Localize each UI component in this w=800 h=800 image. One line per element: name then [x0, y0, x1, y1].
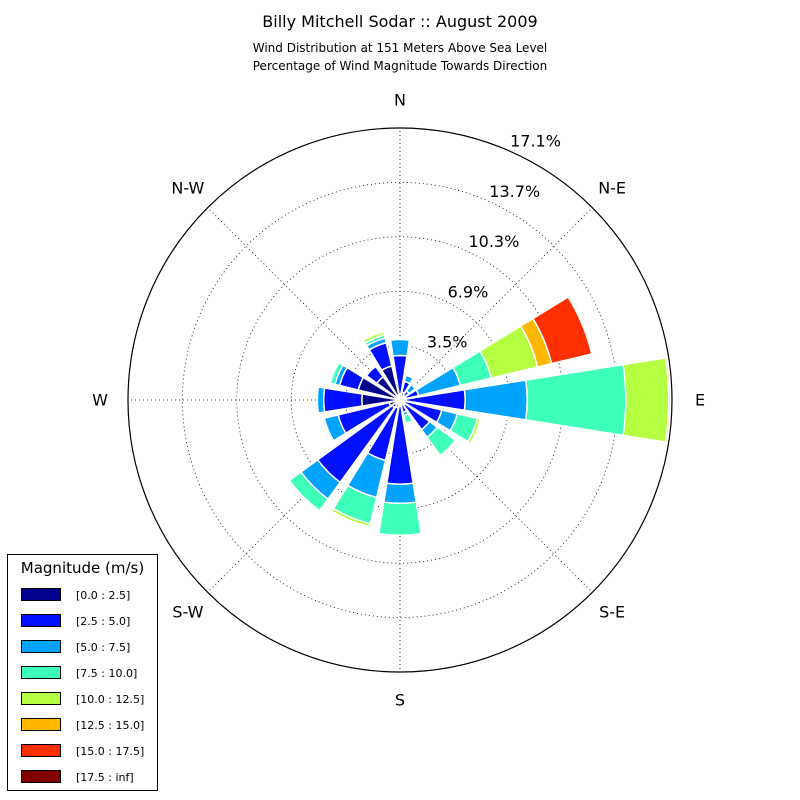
wind-bar-segment: [463, 379, 528, 421]
wind-bar-segment: [316, 386, 326, 414]
wind-bar-segment: [664, 356, 672, 444]
wind-bars: [288, 295, 672, 536]
legend-entry-2: [5.0 : 7.5]: [8, 640, 157, 656]
legend-label: [7.5 : 10.0]: [76, 667, 138, 680]
wind-bar-segment: [365, 365, 385, 385]
legend-entry-6: [15.0 : 17.5]: [8, 744, 157, 760]
wind-bar-segment: [382, 482, 418, 505]
legend-swatch: [21, 718, 61, 731]
radial-tick-label: 10.3%: [468, 232, 519, 251]
legend-swatch: [21, 770, 61, 783]
wind-bar-segment: [330, 507, 372, 528]
legend-swatch: [21, 692, 61, 705]
radial-tick-label: 3.5%: [427, 333, 468, 352]
wind-bar-segment: [377, 501, 423, 536]
legend-entry-3: [7.5 : 10.0]: [8, 666, 157, 682]
legend-swatch: [21, 588, 61, 601]
legend-label: [12.5 : 15.0]: [76, 719, 145, 732]
direction-label: E: [695, 391, 705, 410]
direction-label: S: [395, 691, 405, 710]
wind-bar-segment: [329, 361, 345, 386]
chart-subtitle-line-1: Wind Distribution at 151 Meters Above Se…: [252, 41, 548, 55]
outer-ring: [127, 127, 673, 673]
grid-spoke: [399, 399, 593, 593]
wind-bar-segment: [404, 419, 415, 426]
legend-label: [17.5 : inf]: [76, 771, 134, 784]
legend-entry-4: [10.0 : 12.5]: [8, 692, 157, 708]
direction-label: N-E: [598, 178, 626, 197]
legend-swatch: [21, 614, 61, 627]
legend-label: [5.0 : 7.5]: [76, 641, 131, 654]
legend-entry-7: [17.5 : inf]: [8, 770, 157, 786]
legend-swatch: [21, 744, 61, 757]
legend-swatch: [21, 666, 61, 679]
direction-label: N: [394, 91, 406, 110]
wind-bar-segment: [622, 357, 670, 443]
wind-bar-segment: [524, 363, 627, 437]
legend: Magnitude (m/s) [0.0 : 2.5] [2.5 : 5.0] …: [7, 554, 158, 791]
wind-bar-segment: [410, 382, 418, 390]
direction-label: S-W: [172, 603, 203, 622]
wind-bar-segment: [440, 440, 459, 459]
polar-labels: N N-E E S-E S S-W W N-W 3.5% 6.9% 10.3% 13.7% 17.1%: [92, 91, 705, 710]
legend-label: [10.0 : 12.5]: [76, 693, 145, 706]
wind-bar-segment: [389, 338, 411, 357]
legend-entry-0: [0.0 : 2.5]: [8, 588, 157, 604]
grid-spoke: [399, 207, 593, 401]
wind-bar-segment: [531, 295, 593, 365]
radial-tick-label: 17.1%: [510, 132, 561, 151]
wind-bar-segment: [288, 470, 330, 512]
legend-label: [2.5 : 5.0]: [76, 615, 131, 628]
legend-swatch: [21, 640, 61, 653]
direction-label: S-E: [599, 603, 625, 622]
legend-label: [0.0 : 2.5]: [76, 589, 131, 602]
wind-bar-segment: [322, 387, 364, 413]
direction-label: W: [92, 391, 108, 410]
wind-bar-segment: [466, 417, 482, 445]
wind-bar-segment: [321, 417, 335, 443]
direction-label: N-W: [171, 178, 204, 197]
legend-title: Magnitude (m/s): [20, 559, 145, 577]
legend-label: [15.0 : 17.5]: [76, 745, 145, 758]
legend-entry-1: [2.5 : 5.0]: [8, 614, 157, 630]
chart-subtitle-line-2: Percentage of Wind Magnitude Towards Dir…: [252, 59, 548, 73]
legend-entry-5: [12.5 : 15.0]: [8, 718, 157, 734]
wind-bar-segment: [405, 372, 416, 380]
wind-bar-segment: [362, 331, 386, 345]
radial-tick-label: 13.7%: [489, 182, 540, 201]
chart-title: Billy Mitchell Sodar :: August 2009: [262, 12, 538, 31]
grid-spoke: [207, 207, 401, 401]
radial-tick-label: 6.9%: [448, 282, 489, 301]
